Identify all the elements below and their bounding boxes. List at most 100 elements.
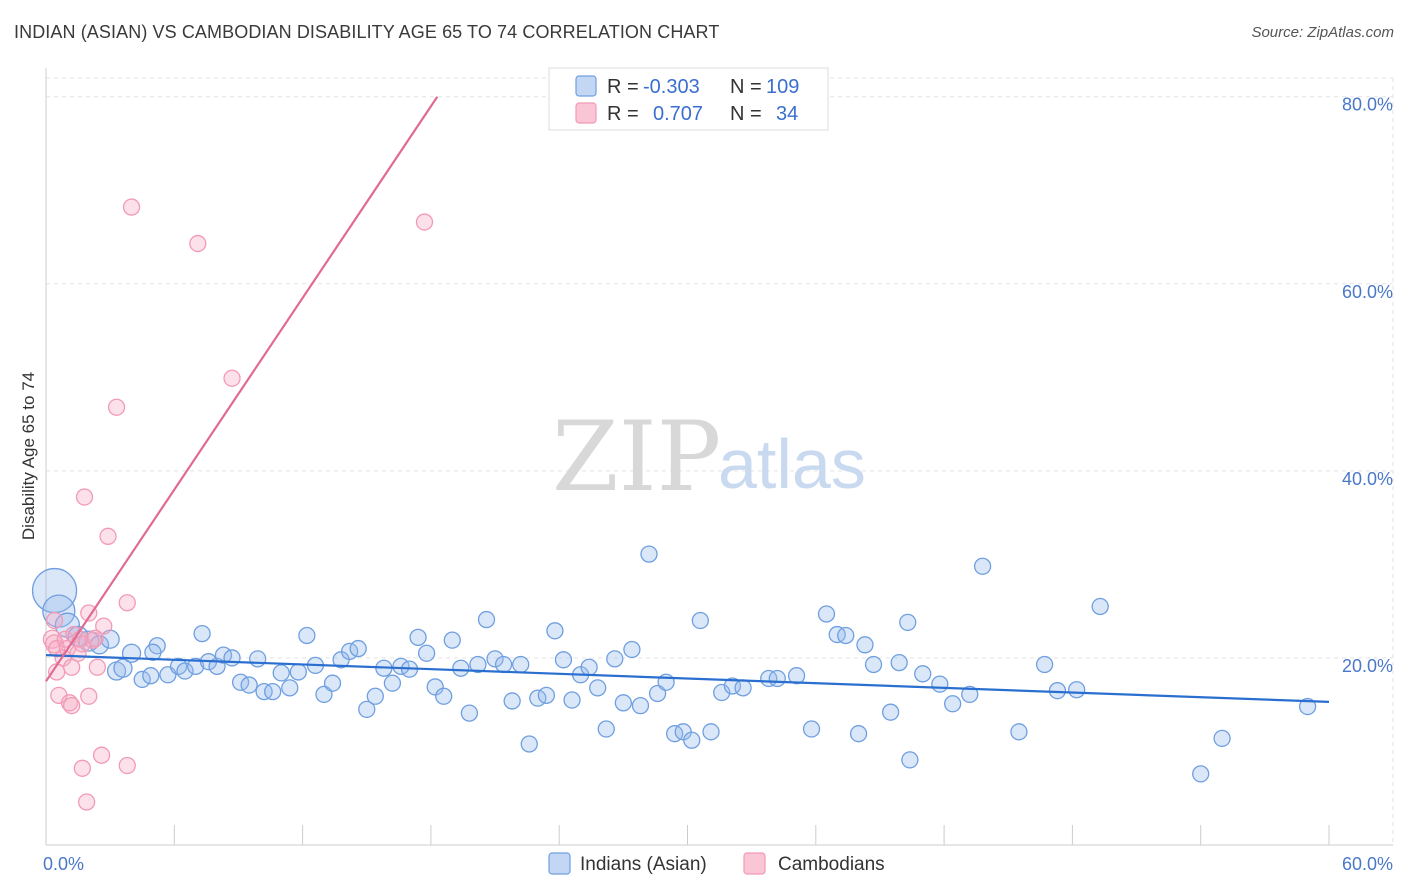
point-indians-108 (144, 643, 162, 661)
point-indians-70 (640, 545, 658, 563)
point-indians-68 (623, 640, 641, 659)
point-indians-65 (597, 720, 615, 738)
point-cambodians-19 (80, 604, 98, 622)
point-cambodians-32 (223, 369, 241, 387)
point-indians-75 (683, 731, 701, 749)
point-indians-101 (1048, 682, 1067, 700)
point-cambodians-31 (189, 234, 207, 253)
point-indians-23 (240, 676, 258, 694)
legend-bottom-label-indians: Indians (Asian) (580, 854, 707, 875)
point-indians-36 (349, 639, 367, 658)
point-cambodians-20 (80, 687, 98, 705)
point-cambodians-18 (77, 793, 96, 811)
series-indians-points (31, 545, 1317, 783)
legend-r-value-indians: -0.303 (643, 76, 700, 98)
legend-bottom-label-cambodians: Cambodians (778, 854, 885, 875)
point-indians-87 (837, 626, 855, 645)
point-indians-67 (614, 694, 632, 712)
point-indians-52 (486, 650, 504, 668)
legend-bottom: Indians (Asian) Cambodians (548, 852, 885, 875)
point-indians-93 (899, 613, 917, 632)
point-indians-40 (383, 674, 402, 692)
point-cambodians-28 (118, 756, 136, 775)
chart-source: Source: ZipAtlas.com (1251, 24, 1394, 41)
point-indians-45 (426, 678, 444, 696)
point-indians-80 (734, 679, 752, 697)
point-cambodians-2 (45, 611, 64, 630)
legend-top: R = -0.303 N = 109 R = 0.707 N = 34 (548, 67, 829, 131)
point-indians-95 (931, 675, 949, 693)
trend-line-indians (45, 654, 1330, 703)
y-tick-labels: 20.0% 40.0% 60.0% 80.0% (1342, 95, 1393, 676)
point-cambodians-9 (60, 694, 79, 712)
point-indians-48 (452, 659, 470, 677)
point-indians-99 (1010, 723, 1028, 741)
watermark-zip: ZIP (552, 401, 721, 513)
point-indians-54 (503, 692, 521, 710)
point-indians-44 (417, 644, 436, 662)
point-cambodians-22 (86, 629, 104, 647)
legend-r-value-cambodians: 0.707 (653, 103, 703, 125)
point-indians-47 (443, 631, 461, 649)
point-indians-27 (272, 664, 290, 682)
trend-line-cambodians (45, 96, 439, 682)
trend-lines (45, 96, 1330, 703)
point-indians-69 (631, 696, 650, 715)
point-indians-97 (961, 685, 979, 704)
point-indians-76 (691, 611, 709, 630)
point-indians-10 (133, 670, 151, 689)
point-indians-94 (914, 665, 932, 683)
watermark: ZIP atlas (552, 401, 866, 513)
point-indians-82 (768, 669, 786, 688)
point-indians-15 (176, 662, 194, 680)
point-indians-64 (589, 679, 607, 697)
point-indians-50 (469, 655, 487, 674)
point-cambodians-23 (88, 658, 106, 676)
point-cambodians-10 (63, 696, 81, 715)
point-indians-77 (702, 723, 720, 741)
point-indians-78 (713, 683, 731, 702)
point-indians-104 (1192, 765, 1210, 783)
legend-bottom-swatch-indians (548, 852, 571, 875)
watermark-atlas: atlas (718, 425, 866, 503)
point-indians-66 (606, 650, 624, 668)
point-cambodians-33 (415, 213, 434, 231)
y-tick-label-3: 80.0% (1342, 95, 1393, 115)
point-indians-96 (944, 695, 962, 713)
point-indians-21 (223, 649, 241, 667)
x-tick-label-1: 60.0% (1342, 854, 1393, 874)
legend-n-label-indians: N = (730, 76, 762, 98)
chart-title: INDIAN (ASIAN) VS CAMBODIAN DISABILITY A… (14, 22, 720, 42)
point-indians-85 (817, 605, 836, 623)
point-indians-105 (1213, 729, 1231, 748)
axes (45, 68, 1393, 846)
point-indians-89 (849, 725, 868, 743)
legend-n-value-indians: 109 (766, 76, 799, 98)
legend-n-label-cambodians: N = (730, 103, 762, 125)
point-indians-30 (298, 626, 316, 645)
point-indians-60 (554, 651, 573, 669)
y-tick-label-1: 40.0% (1342, 469, 1393, 489)
legend-swatch-indians (575, 75, 597, 97)
point-indians-51 (477, 610, 496, 629)
legend-n-value-cambodians: 34 (776, 103, 798, 125)
point-indians-102 (1068, 681, 1086, 699)
point-indians-49 (460, 704, 479, 722)
point-indians-107 (890, 653, 908, 672)
point-indians-63 (580, 658, 598, 676)
point-indians-26 (264, 682, 282, 701)
point-indians-53 (494, 655, 513, 674)
point-cambodians-11 (63, 658, 81, 676)
point-indians-58 (537, 686, 556, 704)
point-indians-90 (864, 655, 883, 674)
legend-r-label-indians: R = (607, 76, 639, 98)
x-tick-labels: 0.0% 60.0% (43, 854, 1393, 874)
point-cambodians-30 (122, 198, 141, 216)
point-indians-11 (142, 667, 160, 685)
point-indians-100 (1035, 655, 1054, 674)
point-indians-61 (563, 691, 581, 709)
point-cambodians-16 (73, 759, 92, 777)
point-indians-91 (881, 703, 900, 721)
point-indians-16 (187, 657, 205, 675)
